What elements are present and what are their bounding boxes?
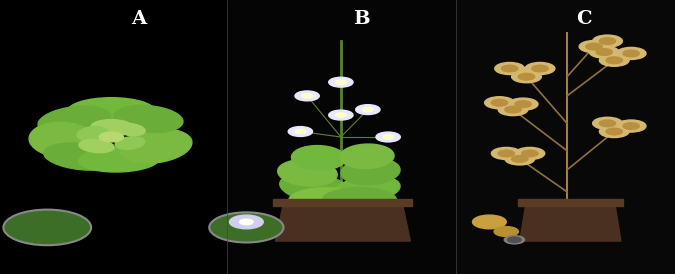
Ellipse shape [47, 226, 62, 232]
Polygon shape [275, 200, 410, 241]
Ellipse shape [120, 129, 192, 163]
Circle shape [302, 94, 313, 98]
Circle shape [335, 113, 346, 117]
Ellipse shape [77, 127, 109, 141]
Bar [273, 199, 412, 206]
Circle shape [209, 212, 284, 242]
Ellipse shape [289, 188, 363, 212]
Circle shape [593, 117, 622, 129]
Ellipse shape [38, 106, 111, 135]
Ellipse shape [277, 159, 338, 186]
Ellipse shape [115, 123, 145, 136]
Circle shape [329, 110, 353, 120]
Circle shape [495, 62, 524, 75]
Circle shape [505, 153, 535, 165]
Ellipse shape [232, 233, 246, 240]
Circle shape [502, 65, 518, 72]
Ellipse shape [279, 173, 350, 203]
Circle shape [498, 150, 514, 157]
Circle shape [383, 135, 394, 139]
Ellipse shape [30, 225, 46, 233]
Circle shape [508, 98, 538, 110]
Circle shape [515, 147, 545, 159]
Ellipse shape [37, 220, 57, 227]
Circle shape [376, 132, 400, 142]
Ellipse shape [323, 188, 397, 212]
Circle shape [356, 105, 380, 115]
Circle shape [491, 99, 508, 106]
Circle shape [518, 73, 535, 80]
Circle shape [240, 219, 253, 225]
Circle shape [504, 236, 524, 244]
Ellipse shape [292, 145, 346, 170]
Circle shape [616, 120, 646, 132]
Circle shape [505, 106, 521, 113]
Text: B: B [353, 10, 369, 28]
Circle shape [3, 210, 91, 245]
Circle shape [623, 50, 639, 57]
Circle shape [512, 71, 541, 83]
Polygon shape [520, 200, 621, 241]
Circle shape [599, 120, 616, 127]
Ellipse shape [333, 176, 400, 203]
Ellipse shape [91, 119, 132, 133]
Ellipse shape [68, 98, 155, 125]
Bar [518, 199, 623, 206]
Circle shape [579, 41, 609, 53]
Circle shape [512, 156, 528, 162]
Circle shape [532, 65, 548, 72]
Circle shape [589, 46, 619, 58]
Bar [227, 0, 456, 274]
Circle shape [599, 54, 629, 66]
Circle shape [485, 97, 514, 109]
Circle shape [599, 38, 616, 44]
Ellipse shape [78, 147, 159, 172]
Circle shape [498, 104, 528, 116]
Circle shape [593, 35, 622, 47]
Circle shape [335, 80, 346, 84]
Ellipse shape [341, 158, 400, 185]
Circle shape [525, 62, 555, 75]
Circle shape [295, 129, 306, 134]
Circle shape [515, 101, 531, 107]
Ellipse shape [114, 105, 183, 132]
Bar [456, 0, 675, 274]
Circle shape [288, 127, 313, 136]
Circle shape [586, 43, 602, 50]
Ellipse shape [44, 143, 119, 170]
Circle shape [522, 150, 538, 157]
Text: A: A [131, 10, 146, 28]
Circle shape [472, 215, 506, 229]
Ellipse shape [32, 222, 48, 230]
Bar [0, 0, 227, 274]
Circle shape [599, 125, 629, 138]
Circle shape [623, 123, 639, 129]
Circle shape [596, 49, 612, 55]
Circle shape [329, 77, 353, 87]
Text: C: C [576, 10, 592, 28]
Circle shape [230, 215, 263, 229]
Ellipse shape [29, 122, 97, 158]
Circle shape [99, 132, 124, 142]
Ellipse shape [340, 144, 394, 169]
Circle shape [508, 237, 521, 242]
Ellipse shape [79, 139, 114, 153]
Circle shape [491, 147, 521, 159]
Circle shape [362, 107, 373, 112]
Circle shape [606, 128, 622, 135]
Circle shape [616, 47, 646, 59]
Ellipse shape [238, 233, 255, 241]
Circle shape [606, 57, 622, 64]
Circle shape [295, 91, 319, 101]
Ellipse shape [115, 137, 145, 149]
Circle shape [494, 227, 518, 236]
